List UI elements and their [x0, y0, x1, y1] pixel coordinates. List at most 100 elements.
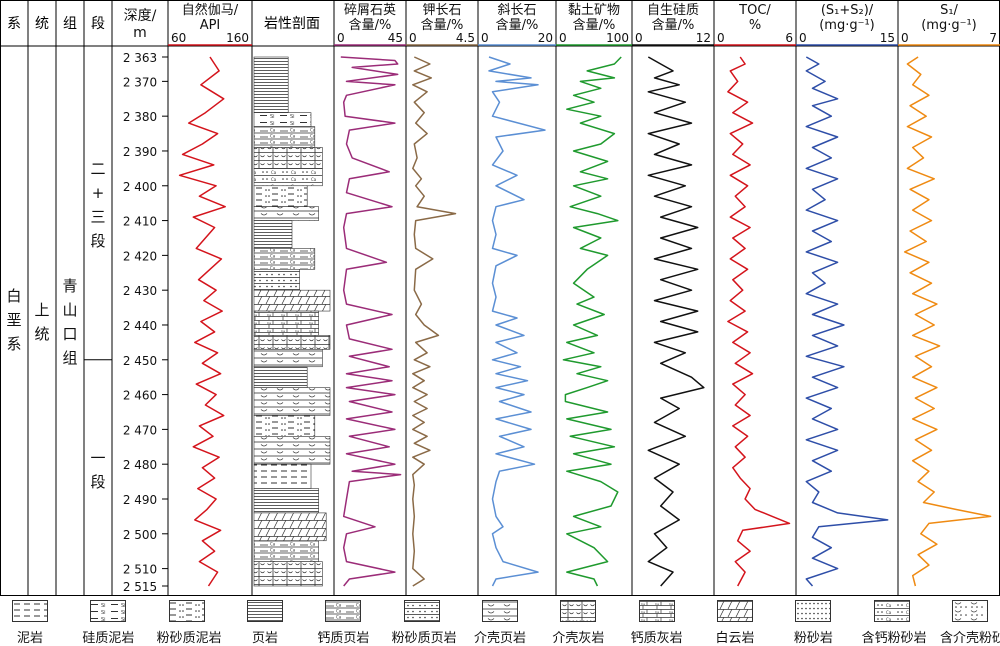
track-curve-qz — [340, 56, 402, 587]
formation-label: 口 — [62, 325, 77, 343]
header-depth-line: 深度/ — [124, 8, 157, 24]
depth-axis: 2 363 2 370 2 380 2 390 2 400 2 410 2 420 2 430… — [123, 51, 168, 594]
formation-label: 组 — [62, 349, 77, 367]
legend-swatch — [168, 600, 205, 622]
track-curve-s1 — [903, 56, 992, 587]
track-title: (S₁+S₂)/ — [821, 3, 874, 18]
lithology-bed — [253, 147, 323, 169]
track-max-label: 45 — [388, 31, 403, 45]
legend-swatch — [482, 600, 518, 622]
lithology-bed — [253, 415, 316, 437]
formation-label: 青 — [62, 277, 77, 295]
legend-swatch — [873, 600, 910, 622]
lithology-bed — [253, 185, 308, 207]
depth-tick-label: 2 490 — [123, 493, 157, 507]
formation-label: 山 — [62, 301, 77, 319]
header-lithology: 岩性剖面 — [264, 16, 320, 32]
system-label: 系 — [6, 335, 21, 353]
legend-item-siltstone: 粉砂岩 — [783, 600, 843, 646]
lithology-bed — [253, 436, 331, 465]
header-depth: 深度/m — [124, 8, 157, 41]
depth-tick-label: 2 380 — [123, 110, 157, 124]
lithology-bed — [253, 168, 323, 187]
track-max-label: 4.5 — [456, 31, 475, 45]
legend-label: 介壳灰岩 — [552, 631, 605, 646]
legend-item-shell_limestone: 介壳灰岩 — [548, 600, 608, 646]
lithology-bed — [253, 289, 331, 312]
lithology-bed — [253, 268, 300, 291]
depth-tick-label: 2 390 — [123, 145, 157, 159]
legend-swatch — [12, 600, 48, 622]
track-min-label: 0 — [901, 31, 909, 45]
legend-label: 粉砂质泥岩 — [156, 631, 222, 646]
member-label: 二 — [90, 160, 105, 178]
track-max-label: 12 — [696, 31, 711, 45]
member-label: 一 — [90, 449, 105, 467]
lithology-bed — [253, 206, 319, 221]
track-toc: TOC/% 0 6 — [714, 3, 796, 587]
lithology-bed — [253, 540, 319, 562]
legend-item-mudstone: 泥岩 — [0, 600, 60, 646]
track-min-label: 0 — [799, 31, 807, 45]
legend-swatch — [795, 600, 832, 622]
track-title: (mg·g⁻¹) — [921, 18, 977, 33]
track-curve-cl — [562, 56, 622, 587]
header-formation: 组 — [63, 16, 77, 32]
legend-label: 白云岩 — [715, 631, 755, 646]
lithology-bed — [253, 463, 312, 489]
track-title: 黏土矿物 — [568, 2, 620, 18]
legend-label: 硅质泥岩 — [82, 631, 135, 646]
track-s1: S₁/(mg·g⁻¹) 0 7 — [898, 3, 1000, 587]
track-title: 自然伽马/ — [182, 2, 239, 18]
depth-tick-label: 2 500 — [123, 528, 157, 542]
track-title: 含量/% — [421, 17, 464, 33]
track-title: 斜长石 — [497, 3, 536, 18]
track-min-label: 0 — [717, 31, 725, 45]
header-series: 统 — [35, 16, 49, 32]
lithology-bed — [253, 512, 327, 542]
legend-label: 钙质页岩 — [317, 631, 370, 646]
legend-item-silty_mudstone: 粉砂质泥岩 — [156, 600, 222, 646]
track-max-label: 20 — [538, 31, 553, 45]
member-label: 段 — [90, 232, 105, 250]
legend-item-shell_silty_sandstone: 含介壳粉砂岩 — [940, 600, 1000, 646]
series-label: 统 — [34, 325, 49, 343]
legend-swatch — [247, 600, 283, 622]
lithology-bed — [253, 248, 316, 270]
legend-swatch — [952, 600, 988, 622]
track-max-label: 100 — [606, 31, 629, 45]
track-max-label: 6 — [785, 31, 793, 45]
system-label: 垩 — [6, 311, 21, 329]
legend-item-dolomite: 白云岩 — [705, 600, 765, 646]
track-title: (mg·g⁻¹) — [819, 18, 875, 33]
track-curve-gr — [178, 56, 226, 587]
depth-tick-label: 2 440 — [123, 319, 157, 333]
legend-swatch — [560, 600, 597, 622]
legend-swatch — [325, 600, 362, 622]
track-title: 钾长石 — [422, 3, 461, 18]
depth-tick-label: 2 510 — [123, 563, 157, 577]
lithology-legend: 泥岩 硅质泥岩 粉砂质泥岩 页岩 钙质页岩 粉砂质页岩 介壳页岩 介壳灰岩 钙质灰岩 白云岩 粉砂岩… — [0, 596, 1000, 646]
track-curve-si — [647, 56, 705, 587]
lithology-column — [253, 56, 331, 587]
depth-tick-label: 2 515 — [123, 580, 157, 594]
lithology-bed — [253, 488, 319, 514]
depth-tick-label: 2 370 — [123, 75, 157, 89]
depth-tick-label: 2 480 — [123, 458, 157, 472]
depth-tick-label: 2 450 — [123, 354, 157, 368]
column-dividers — [27, 0, 899, 596]
track-max-label: 7 — [989, 31, 997, 45]
legend-label: 钙质灰岩 — [630, 631, 683, 646]
legend-item-calcareous_silty_sandstone: 含钙粉砂岩 — [861, 600, 927, 646]
legend-item-shale: 页岩 — [235, 600, 295, 646]
track-min-label: 60 — [171, 31, 186, 45]
legend-swatch — [90, 600, 127, 622]
legend-label: 含钙粉砂岩 — [861, 631, 927, 646]
track-min-label: 0 — [559, 31, 567, 45]
track-min-label: 0 — [337, 31, 345, 45]
